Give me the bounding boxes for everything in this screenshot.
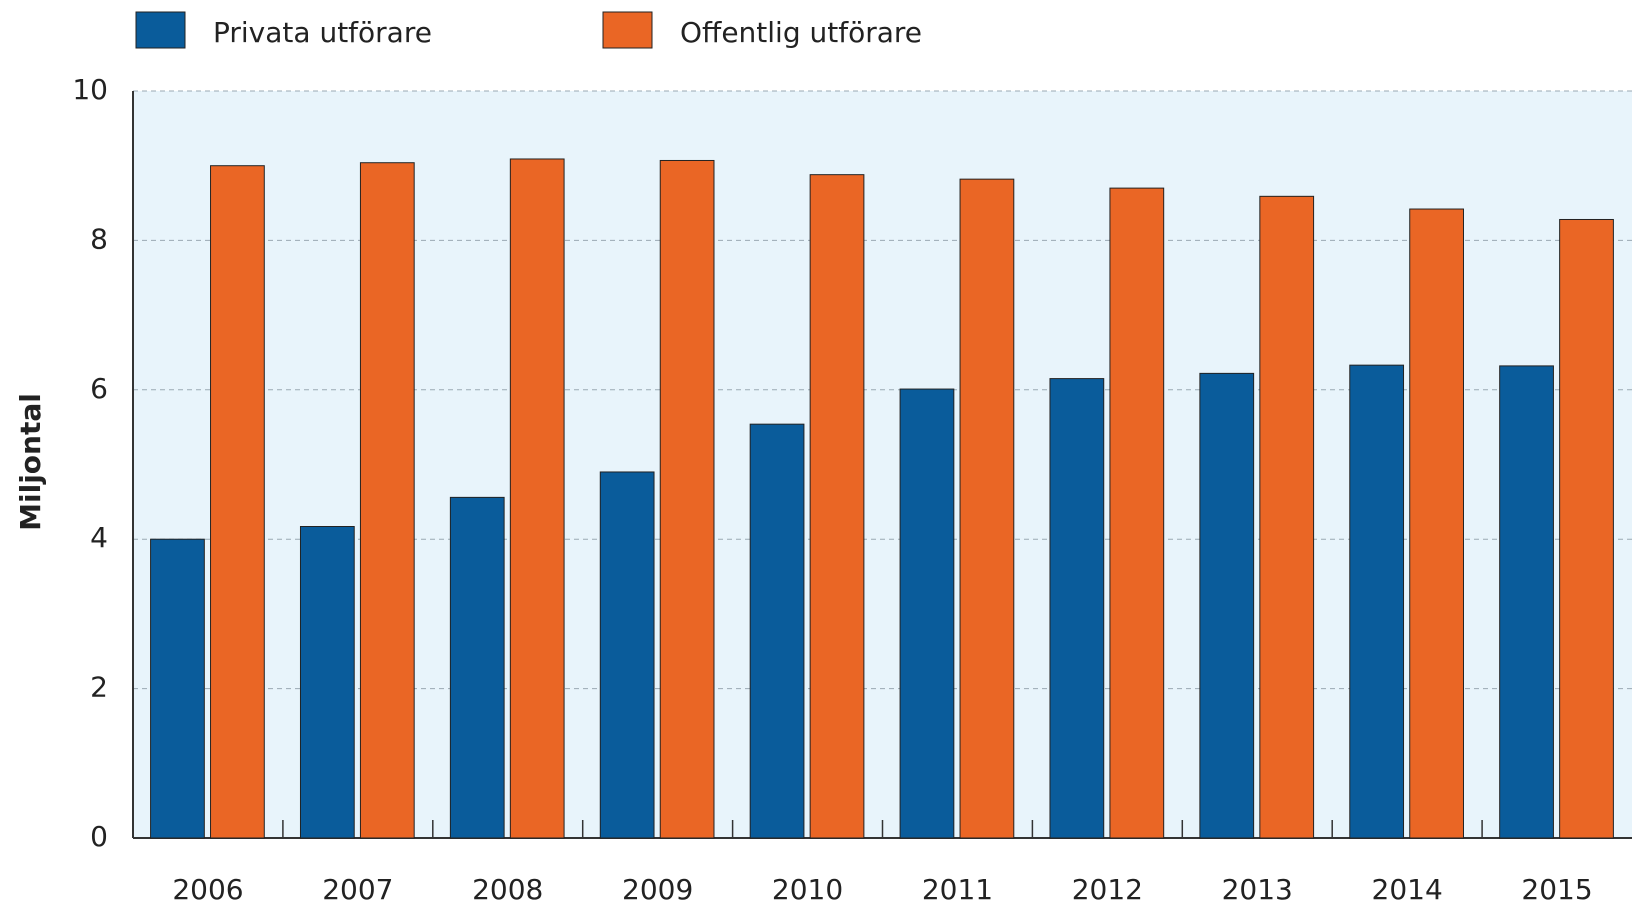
y-tick-label: 8	[90, 222, 108, 255]
bar	[150, 538, 205, 839]
x-tick-label: 2015	[1521, 873, 1592, 906]
bar	[509, 158, 565, 839]
x-tick-label: 2007	[322, 873, 393, 906]
bar	[210, 165, 265, 839]
x-tick-label: 2009	[622, 873, 693, 906]
legend-swatch	[602, 11, 653, 49]
x-tick-label: 2013	[1222, 873, 1293, 906]
y-axis-label: Miljontal	[14, 393, 47, 531]
bar	[1349, 364, 1405, 839]
bar	[1499, 365, 1554, 839]
bar	[1199, 372, 1255, 839]
y-tick-label: 2	[90, 671, 108, 704]
bar	[299, 526, 355, 839]
bar	[899, 388, 955, 839]
bar	[1049, 378, 1105, 839]
x-tick-label: 2011	[922, 873, 993, 906]
legend-label: Privata utförare	[213, 16, 432, 49]
bar	[1109, 187, 1165, 839]
plot-area	[133, 91, 1632, 838]
legend-label: Offentlig utförare	[680, 16, 922, 49]
legend-swatch	[135, 11, 186, 49]
bar	[599, 471, 655, 839]
x-tick-label: 2012	[1072, 873, 1143, 906]
y-tick-label: 0	[90, 820, 108, 853]
bar	[1259, 195, 1315, 839]
y-tick-label: 4	[90, 521, 108, 554]
bar	[1409, 208, 1464, 839]
bar	[449, 496, 505, 839]
bar	[359, 162, 415, 839]
x-tick-label: 2010	[772, 873, 843, 906]
x-tick-label: 2008	[472, 873, 543, 906]
bar	[809, 174, 865, 839]
bar	[1559, 218, 1614, 839]
x-tick-label: 2014	[1372, 873, 1443, 906]
bar	[659, 159, 715, 839]
y-tick-label: 6	[90, 372, 108, 405]
y-tick-label: 10	[72, 73, 108, 106]
bar	[959, 178, 1015, 839]
bar	[749, 423, 805, 839]
x-tick-label: 2006	[172, 873, 243, 906]
